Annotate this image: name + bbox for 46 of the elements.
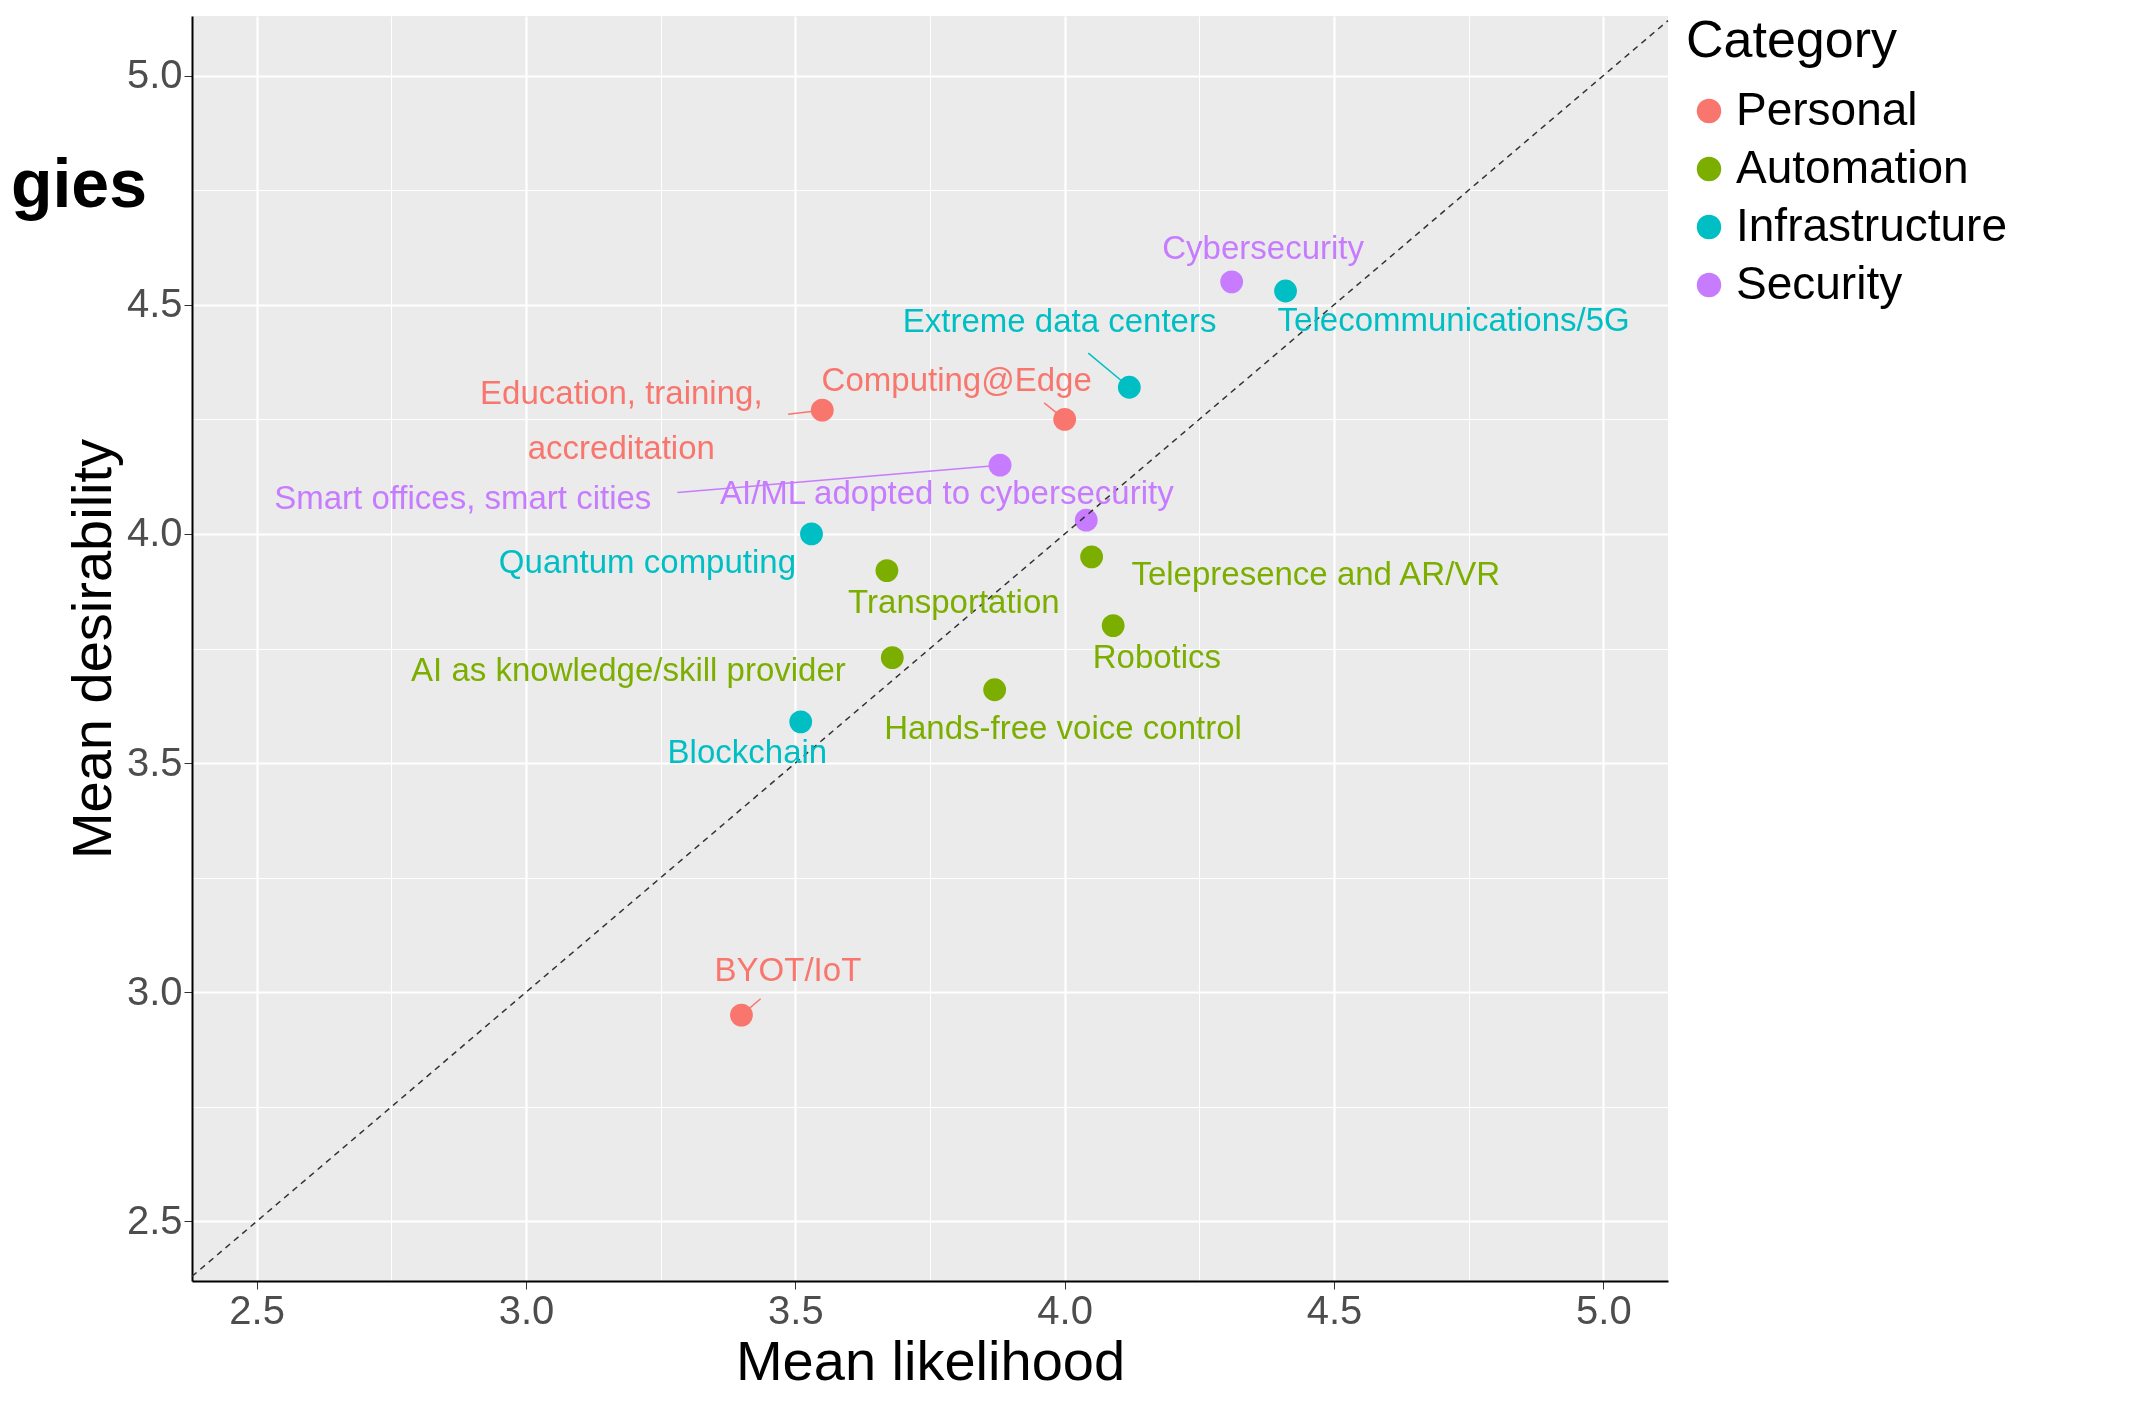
- annotation: Extreme data centers: [902, 301, 1217, 339]
- point: [800, 522, 823, 546]
- x-tick-label: 2.5: [229, 1287, 285, 1332]
- point: [810, 398, 834, 422]
- point: [1080, 545, 1104, 569]
- point: [1101, 614, 1125, 637]
- point: [1117, 375, 1141, 399]
- annotation: Telepresence and AR/VR: [1131, 554, 1501, 592]
- annotation: Transportation: [848, 583, 1060, 621]
- y-tick-label: 2.5: [126, 1197, 183, 1242]
- annotation: Cybersecurity: [1162, 229, 1365, 267]
- y-tick-label: 5.0: [126, 52, 183, 97]
- x-tick-label: 3.0: [498, 1287, 555, 1332]
- point: [1053, 407, 1077, 431]
- annotation: Computing@Edge: [821, 361, 1092, 399]
- x-tick-label: 5.0: [1576, 1287, 1632, 1332]
- point: [988, 453, 1012, 477]
- y-tick-label: 3.0: [126, 968, 183, 1013]
- point: [730, 1003, 753, 1027]
- annotation: Education, training, accreditation: [480, 374, 763, 467]
- legend-label: Infrastructure: [1736, 199, 2007, 251]
- annotation: Telecommunications/5G: [1277, 301, 1630, 339]
- y-tick-label: 4.5: [126, 281, 183, 326]
- annotation: Robotics: [1092, 638, 1222, 676]
- legend-label: Automation: [1736, 141, 1969, 193]
- x-tick-label: 4.5: [1306, 1287, 1363, 1332]
- y-axis-title: Mean desirability: [59, 438, 123, 860]
- point: [875, 559, 899, 582]
- annotation: Quantum computing: [498, 542, 797, 580]
- text: gies: [10, 145, 147, 221]
- annotation: BYOT/IoT: [714, 951, 862, 989]
- annotation: Hands-free voice control: [884, 709, 1242, 747]
- point: [880, 646, 904, 670]
- legend-label: Personal: [1736, 83, 1918, 135]
- annotation: Blockchain: [667, 733, 828, 771]
- annotation: Smart offices, smart cities: [274, 479, 652, 517]
- y-tick-label: 4.0: [126, 510, 183, 555]
- point: [1220, 270, 1244, 294]
- point: [1274, 279, 1297, 303]
- annotation: AI/ML adopted to cybersecurity: [719, 474, 1175, 512]
- y-tick-label: 3.5: [126, 739, 183, 784]
- point: [789, 710, 813, 734]
- annotation: AI as knowledge/skill provider: [411, 651, 846, 689]
- point: [983, 678, 1007, 702]
- legend-title: Category: [1686, 10, 1897, 68]
- legend-label: Security: [1736, 257, 1903, 309]
